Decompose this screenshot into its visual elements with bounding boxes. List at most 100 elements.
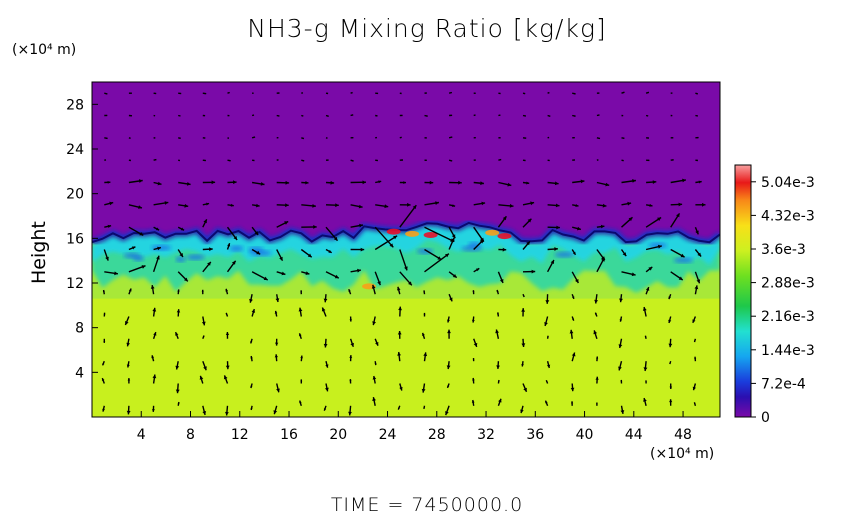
wind-vector-head bbox=[372, 321, 376, 326]
wind-vector-head bbox=[352, 159, 354, 162]
colorbar-tick-label: 5.04e-3 bbox=[761, 175, 815, 191]
wind-vector-head bbox=[312, 204, 316, 208]
wind-vector-head bbox=[179, 253, 183, 257]
wind-vector-head bbox=[374, 363, 377, 366]
wind-vector-head bbox=[273, 410, 278, 415]
wind-vector-head bbox=[657, 244, 662, 249]
x-tick-label: 16 bbox=[280, 427, 298, 443]
wind-vector-head bbox=[349, 355, 353, 358]
wind-vector-head bbox=[694, 356, 697, 359]
wind-vector-head bbox=[545, 300, 550, 304]
wind-vector-head bbox=[323, 408, 327, 411]
wind-vector bbox=[399, 249, 408, 271]
wind-vector-head bbox=[103, 312, 106, 315]
wind-vector-head bbox=[471, 400, 475, 403]
wind-vector-head bbox=[203, 219, 207, 224]
wind-vector-head bbox=[105, 159, 106, 161]
wind-vector-head bbox=[451, 237, 455, 242]
wind-vector-head bbox=[695, 230, 699, 235]
wind-vector-head bbox=[204, 137, 206, 139]
wind-vector-head bbox=[307, 253, 312, 258]
wind-vector-head bbox=[400, 92, 402, 94]
wind-vector-head bbox=[680, 253, 685, 258]
wind-vector-head bbox=[628, 217, 633, 222]
wind-vector-head bbox=[179, 160, 180, 161]
wind-vector-head bbox=[669, 362, 671, 365]
wind-vector-head bbox=[652, 180, 657, 184]
wind-vector-head bbox=[696, 159, 698, 161]
wind-vector-head bbox=[598, 137, 600, 139]
wind-vector-head bbox=[496, 289, 499, 293]
wind-vector-head bbox=[128, 288, 132, 292]
wind-vector-head bbox=[569, 329, 574, 334]
wind-vector-head bbox=[618, 366, 622, 371]
wind-vector-head bbox=[323, 343, 328, 348]
wind-vector-head bbox=[694, 340, 696, 343]
mixed-layer-cell bbox=[648, 242, 667, 249]
wind-vector-head bbox=[450, 114, 453, 117]
y-tick-label: 20 bbox=[66, 187, 84, 203]
wind-vector-head bbox=[327, 115, 329, 117]
wind-vector-head bbox=[376, 92, 379, 94]
wind-vector-head bbox=[126, 342, 130, 347]
wind-vector-head bbox=[451, 234, 456, 239]
wind-vector-head bbox=[184, 203, 189, 208]
wind-vector-head bbox=[678, 202, 683, 207]
wind-vector-head bbox=[151, 409, 155, 412]
wind-vector-head bbox=[129, 137, 131, 139]
wind-vector-head bbox=[531, 269, 536, 274]
wind-vector-head bbox=[397, 286, 401, 291]
wind-vector-head bbox=[330, 180, 335, 185]
wind-vector-head bbox=[481, 201, 486, 206]
wind-vector-head bbox=[179, 92, 182, 95]
wind-vector-head bbox=[657, 217, 662, 221]
wind-vector-head bbox=[446, 365, 451, 370]
wind-vector-head bbox=[499, 114, 501, 116]
wind-vector-head bbox=[376, 115, 378, 117]
wind-vector-head bbox=[602, 203, 607, 208]
wind-vector-head bbox=[126, 410, 131, 415]
wind-vector-head bbox=[449, 297, 453, 302]
wind-vector-head bbox=[376, 159, 378, 161]
wind-vector-head bbox=[426, 115, 428, 117]
wind-vector-head bbox=[447, 329, 451, 334]
chart-title: NH3-g Mixing Ratio [kg/kg] bbox=[247, 14, 607, 43]
wind-vector-head bbox=[277, 159, 279, 161]
wind-vector-head bbox=[474, 114, 476, 116]
wind-vector-head bbox=[499, 92, 501, 94]
y-tick-label: 8 bbox=[75, 321, 84, 337]
wind-vector-head bbox=[472, 290, 475, 292]
wind-vector-head bbox=[348, 411, 352, 416]
wind-vector-head bbox=[702, 202, 706, 207]
wind-vector-head bbox=[126, 364, 130, 368]
wind-vector-head bbox=[412, 205, 417, 210]
wind-vector-head bbox=[106, 137, 108, 139]
wind-vector-head bbox=[333, 236, 338, 241]
wind-vector-head bbox=[618, 344, 623, 348]
wind-vector-head bbox=[425, 92, 427, 94]
field-top-edge-dark bbox=[92, 221, 720, 244]
wind-vector-head bbox=[252, 92, 254, 94]
wind-vector-head bbox=[404, 266, 408, 271]
wind-vector-head bbox=[647, 115, 649, 117]
wind-vector-head bbox=[445, 253, 449, 258]
wind-vector-head bbox=[399, 387, 403, 391]
wind-vector-head bbox=[225, 332, 230, 335]
wind-vector-head bbox=[225, 288, 228, 292]
wind-vector-head bbox=[471, 319, 475, 323]
wind-vector-head bbox=[334, 274, 339, 279]
wind-vector-head bbox=[642, 307, 647, 311]
wind-vector-head bbox=[372, 376, 377, 380]
wind-vector-head bbox=[106, 114, 108, 117]
wind-vector-head bbox=[350, 342, 354, 347]
wind-vector-head bbox=[452, 204, 456, 207]
x-tick-label: 20 bbox=[329, 427, 347, 443]
wind-vector-head bbox=[203, 366, 207, 371]
wind-vector-head bbox=[130, 92, 132, 94]
wind-vector-head bbox=[698, 180, 702, 184]
colorbar-tick-label: 2.16e-3 bbox=[761, 309, 815, 325]
wind-vector-head bbox=[101, 378, 105, 381]
wind-vector-head bbox=[571, 352, 576, 357]
field-surface-layer bbox=[92, 294, 720, 417]
wind-vector-head bbox=[225, 411, 229, 416]
